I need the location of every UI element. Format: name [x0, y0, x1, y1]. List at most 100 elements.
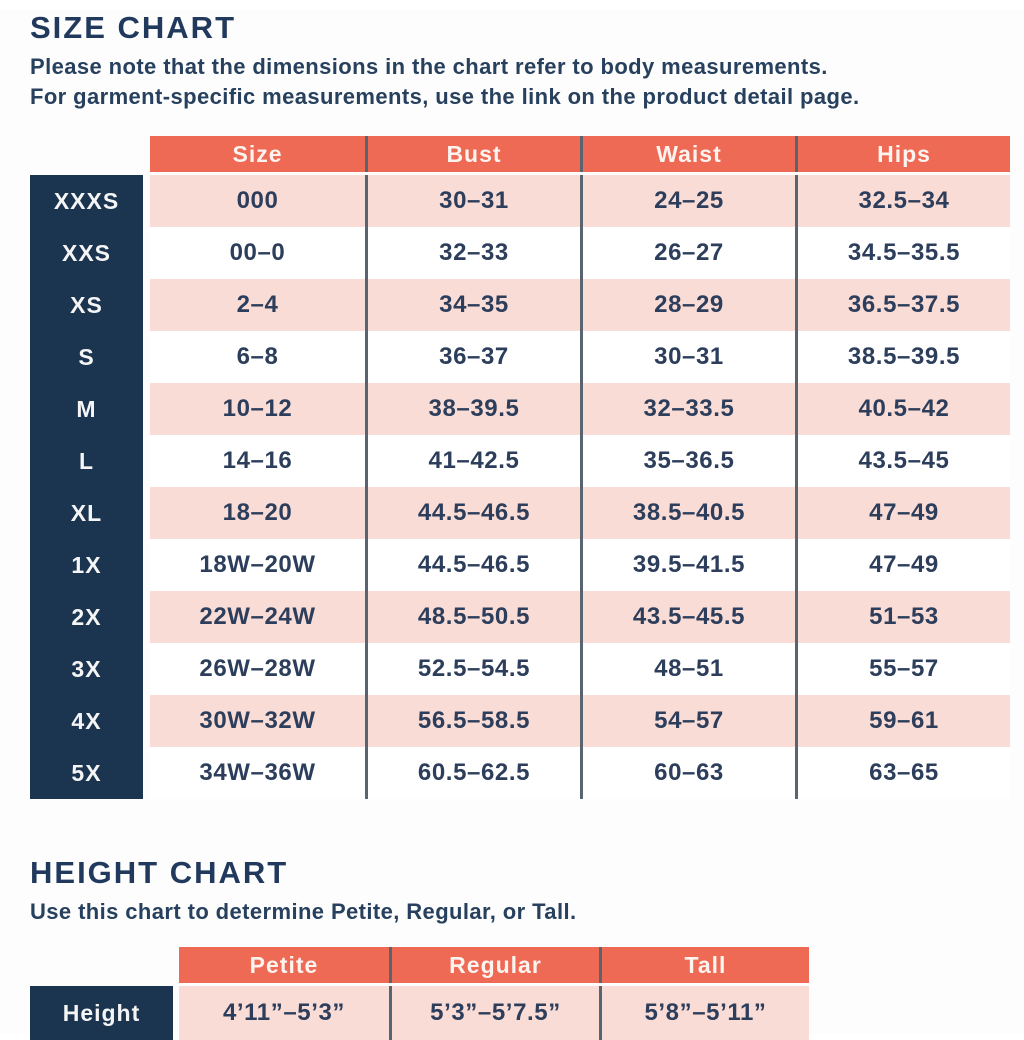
column-header-bust: Bust: [365, 136, 580, 172]
size-table-row: XS 2–4 34–35 28–29 36.5–37.5: [30, 279, 1010, 331]
size-table-row: XL 18–20 44.5–46.5 38.5–40.5 47–49: [30, 487, 1010, 539]
label-gap: [143, 279, 150, 331]
size-table-body: XXXS 000 30–31 24–25 32.5–34 XXS 00–0 32–33 26–2…: [30, 175, 1010, 799]
size-cell: 28–29: [580, 279, 795, 331]
size-cell: 54–57: [580, 695, 795, 747]
size-cell: 18W–20W: [150, 539, 365, 591]
label-gap: [143, 695, 150, 747]
size-cell: 32.5–34: [795, 175, 1010, 227]
size-chart-note-line-1: Please note that the dimensions in the c…: [30, 54, 828, 79]
size-cell: 38–39.5: [365, 383, 580, 435]
row-label: XL: [30, 487, 143, 539]
row-label: L: [30, 435, 143, 487]
row-label: XS: [30, 279, 143, 331]
height-chart-note: Use this chart to determine Petite, Regu…: [30, 899, 577, 924]
height-row-label: Height: [30, 986, 173, 1040]
size-cell: 18–20: [150, 487, 365, 539]
height-table: Petite Regular Tall Height 4’11”–5’3” 5’…: [30, 947, 809, 1040]
row-label: 5X: [30, 747, 143, 799]
size-cell: 6–8: [150, 331, 365, 383]
size-chart-note: Please note that the dimensions in the c…: [30, 52, 1024, 112]
height-cell-regular: 5’3”–5’7.5”: [389, 986, 599, 1040]
size-table-row: 2X 22W–24W 48.5–50.5 43.5–45.5 51–53: [30, 591, 1010, 643]
size-cell: 2–4: [150, 279, 365, 331]
row-label: 3X: [30, 643, 143, 695]
size-cell: 22W–24W: [150, 591, 365, 643]
size-cell: 63–65: [795, 747, 1010, 799]
size-cell: 36–37: [365, 331, 580, 383]
size-cell: 44.5–46.5: [365, 539, 580, 591]
height-table-corner-spacer: [30, 947, 179, 983]
size-chart-note-line-2: For garment-specific measurements, use t…: [30, 84, 860, 109]
size-cell: 14–16: [150, 435, 365, 487]
height-table-header: Petite Regular Tall: [30, 947, 809, 983]
row-label: M: [30, 383, 143, 435]
label-gap: [143, 435, 150, 487]
size-table-row: L 14–16 41–42.5 35–36.5 43.5–45: [30, 435, 1010, 487]
size-cell: 10–12: [150, 383, 365, 435]
label-gap: [143, 747, 150, 799]
label-gap: [143, 591, 150, 643]
size-cell: 32–33: [365, 227, 580, 279]
size-table-row: 3X 26W–28W 52.5–54.5 48–51 55–57: [30, 643, 1010, 695]
size-cell: 38.5–39.5: [795, 331, 1010, 383]
size-table-corner-spacer: [30, 136, 150, 172]
column-header-regular: Regular: [389, 947, 599, 983]
size-table-row: XXXS 000 30–31 24–25 32.5–34: [30, 175, 1010, 227]
height-cell-tall: 5’8”–5’11”: [599, 986, 809, 1040]
size-cell: 26–27: [580, 227, 795, 279]
label-gap: [143, 643, 150, 695]
column-header-tall: Tall: [599, 947, 809, 983]
size-cell: 60.5–62.5: [365, 747, 580, 799]
size-cell: 44.5–46.5: [365, 487, 580, 539]
size-cell: 51–53: [795, 591, 1010, 643]
size-cell: 60–63: [580, 747, 795, 799]
row-label: 1X: [30, 539, 143, 591]
size-table-row: XXS 00–0 32–33 26–27 34.5–35.5: [30, 227, 1010, 279]
height-table-row: Height 4’11”–5’3” 5’3”–5’7.5” 5’8”–5’11”: [30, 986, 809, 1040]
size-cell: 34.5–35.5: [795, 227, 1010, 279]
size-table: Size Bust Waist Hips XXXS 000 30–31 24–25 32…: [30, 136, 1010, 799]
size-cell: 39.5–41.5: [580, 539, 795, 591]
size-cell: 47–49: [795, 539, 1010, 591]
size-cell: 43.5–45.5: [580, 591, 795, 643]
size-cell: 35–36.5: [580, 435, 795, 487]
size-cell: 34–35: [365, 279, 580, 331]
row-label: XXXS: [30, 175, 143, 227]
height-cell-petite: 4’11”–5’3”: [179, 986, 389, 1040]
column-header-hips: Hips: [795, 136, 1010, 172]
size-cell: 52.5–54.5: [365, 643, 580, 695]
size-table-header: Size Bust Waist Hips: [30, 136, 1010, 172]
height-chart-title: HEIGHT CHART: [30, 855, 289, 890]
size-cell: 41–42.5: [365, 435, 580, 487]
size-chart-title: SIZE CHART: [30, 10, 236, 45]
row-label: 2X: [30, 591, 143, 643]
size-table-row: M 10–12 38–39.5 32–33.5 40.5–42: [30, 383, 1010, 435]
label-gap: [143, 227, 150, 279]
label-gap: [143, 383, 150, 435]
size-cell: 30–31: [365, 175, 580, 227]
size-cell: 24–25: [580, 175, 795, 227]
size-cell: 47–49: [795, 487, 1010, 539]
label-gap: [143, 175, 150, 227]
size-table-row: 1X 18W–20W 44.5–46.5 39.5–41.5 47–49: [30, 539, 1010, 591]
row-label: XXS: [30, 227, 143, 279]
size-cell: 59–61: [795, 695, 1010, 747]
column-header-waist: Waist: [580, 136, 795, 172]
size-cell: 38.5–40.5: [580, 487, 795, 539]
size-cell: 48–51: [580, 643, 795, 695]
size-cell: 40.5–42: [795, 383, 1010, 435]
size-cell: 48.5–50.5: [365, 591, 580, 643]
size-table-row: 4X 30W–32W 56.5–58.5 54–57 59–61: [30, 695, 1010, 747]
size-cell: 36.5–37.5: [795, 279, 1010, 331]
size-chart-page: SIZE CHART Please note that the dimensio…: [0, 10, 1024, 1040]
size-cell: 43.5–45: [795, 435, 1010, 487]
size-cell: 55–57: [795, 643, 1010, 695]
column-header-petite: Petite: [179, 947, 389, 983]
size-cell: 000: [150, 175, 365, 227]
size-cell: 56.5–58.5: [365, 695, 580, 747]
label-gap: [143, 487, 150, 539]
label-gap: [143, 539, 150, 591]
size-table-row: 5X 34W–36W 60.5–62.5 60–63 63–65: [30, 747, 1010, 799]
size-cell: 00–0: [150, 227, 365, 279]
